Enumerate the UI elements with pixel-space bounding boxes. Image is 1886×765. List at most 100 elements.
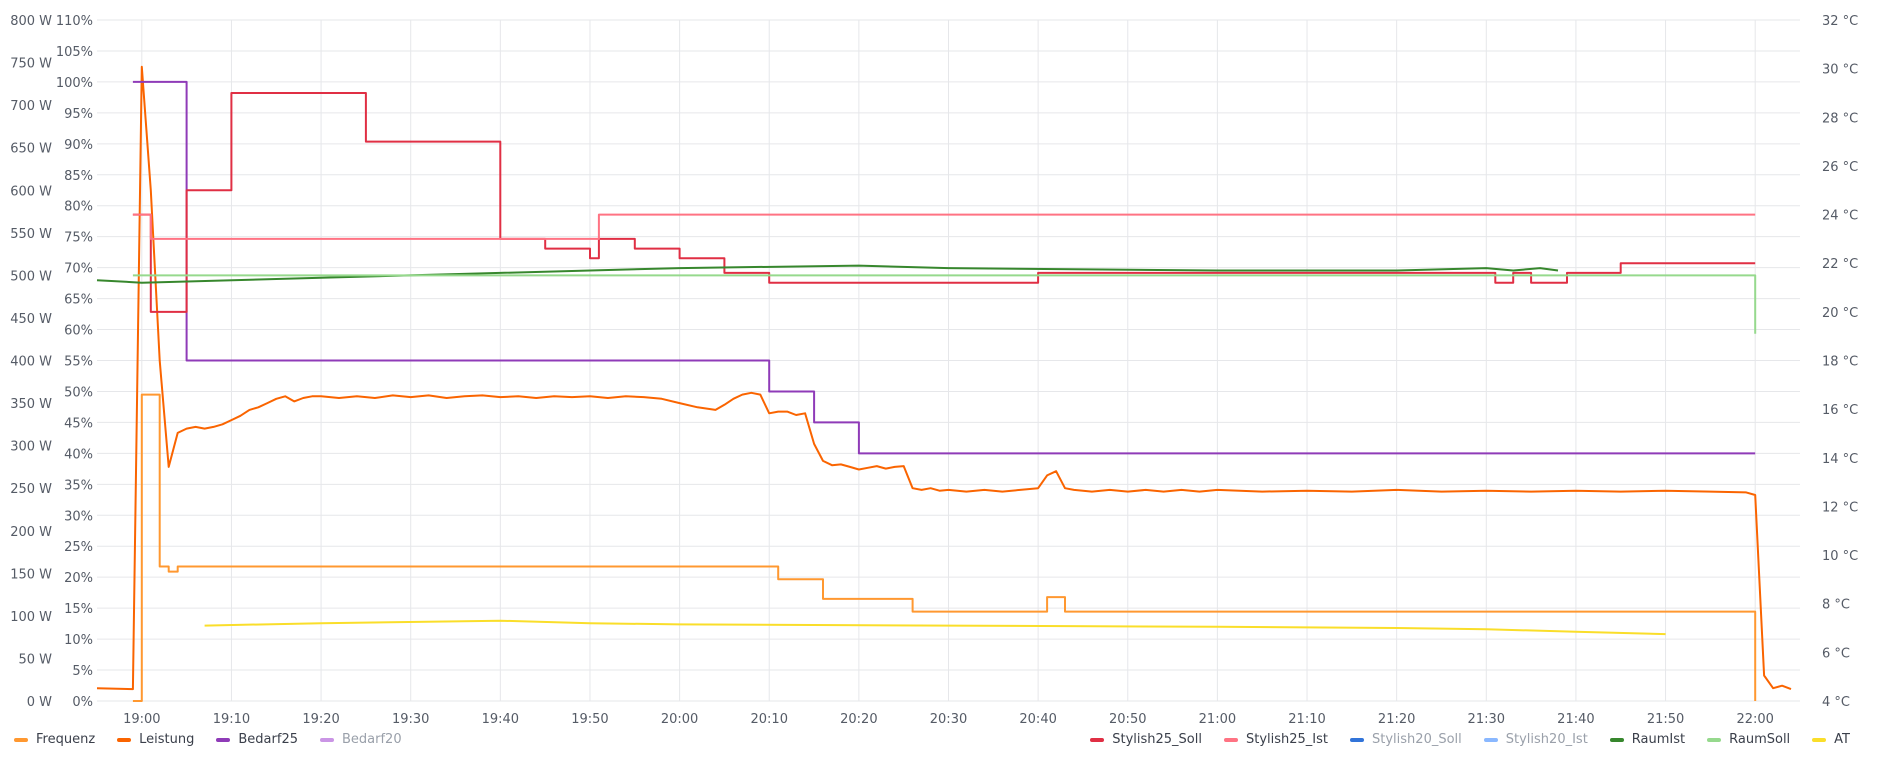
y-tick-label-percent: 25% — [64, 540, 93, 555]
x-tick-label: 22:00 — [1736, 712, 1773, 727]
y-tick-label-percent: 60% — [64, 324, 93, 339]
series-line-frequenz — [132, 393, 1757, 702]
series-line-stylish25-soll — [132, 92, 1756, 313]
y-tick-label-percent: 110% — [56, 14, 93, 29]
legend-item-bedarf25[interactable]: Bedarf25 — [216, 732, 298, 747]
chart: 0 W 50 W 100 W 150 W 200 W 250 W 300 W 350 W 400… — [10, 14, 1858, 727]
x-axis: 19:00 19:10 19:20 19:30 19:40 19:50 20:00 20:10… — [123, 712, 1774, 727]
x-tick-label: 19:00 — [123, 712, 160, 727]
legend-item-leistung[interactable]: Leistung — [117, 732, 194, 747]
legend-label: Bedarf20 — [342, 732, 402, 747]
y-tick-label-celsius: 28 °C — [1822, 111, 1858, 126]
legend-label: RaumSoll — [1729, 732, 1791, 747]
y-tick-label-celsius: 10 °C — [1822, 549, 1858, 564]
y-tick-label-percent: 45% — [64, 416, 93, 431]
y-tick-label-celsius: 24 °C — [1822, 209, 1858, 224]
y-tick-label-percent: 30% — [64, 509, 93, 524]
y-tick-label-percent: 75% — [64, 231, 93, 246]
legend-label: Leistung — [139, 732, 195, 747]
legend-label: Stylish20_Ist — [1505, 732, 1588, 747]
y-axis-percent: 0% 5% 10% 15% 20% 25% 30% 35% 40% 45% 50% 55% 60% 65%… — [56, 14, 93, 710]
x-tick-label: 19:20 — [302, 712, 339, 727]
y-tick-label-watts: 250 W — [10, 482, 52, 497]
y-tick-label-celsius: 32 °C — [1822, 14, 1858, 29]
x-tick-label: 21:50 — [1647, 712, 1684, 727]
legend-label: AT — [1834, 732, 1850, 747]
y-tick-label-watts: 0 W — [27, 695, 52, 710]
legend-item-raumist[interactable]: RaumIst — [1609, 732, 1685, 747]
y-tick-label-percent: 65% — [64, 293, 93, 308]
legend-swatch — [1707, 737, 1722, 742]
y-tick-label-celsius: 26 °C — [1822, 160, 1858, 175]
y-tick-label-celsius: 18 °C — [1822, 355, 1858, 370]
y-tick-label-watts: 150 W — [10, 567, 52, 582]
y-tick-label-celsius: 8 °C — [1822, 598, 1850, 613]
legend: Frequenz Leistung Bedarf25 Bedarf20 Stylish… — [0, 732, 1886, 756]
y-tick-label-watts: 650 W — [10, 142, 52, 157]
y-tick-label-watts: 400 W — [10, 355, 52, 370]
x-tick-label: 21:20 — [1378, 712, 1415, 727]
series-lines — [96, 65, 1792, 702]
legend-item-stylish25-soll[interactable]: Stylish25_Soll — [1090, 732, 1202, 747]
y-tick-label-watts: 550 W — [10, 227, 52, 242]
legend-left: Frequenz Leistung Bedarf25 Bedarf20 — [14, 732, 424, 747]
x-tick-label: 19:40 — [482, 712, 519, 727]
x-tick-label: 19:30 — [392, 712, 429, 727]
y-tick-label-celsius: 12 °C — [1822, 500, 1858, 515]
legend-swatch — [14, 737, 28, 742]
x-tick-label: 20:20 — [840, 712, 877, 727]
legend-item-stylish25-ist[interactable]: Stylish25_Ist — [1223, 732, 1329, 747]
legend-swatch — [320, 737, 334, 742]
legend-item-raumsoll[interactable]: RaumSoll — [1707, 732, 1790, 747]
legend-swatch — [1812, 737, 1827, 742]
y-tick-label-percent: 85% — [64, 169, 93, 184]
x-tick-label: 21:40 — [1557, 712, 1594, 727]
y-tick-label-watts: 300 W — [10, 440, 52, 455]
y-tick-label-watts: 450 W — [10, 312, 52, 327]
y-tick-label-watts: 500 W — [10, 269, 52, 284]
legend-label: Stylish20_Soll — [1372, 732, 1462, 747]
y-tick-label-percent: 80% — [64, 200, 93, 215]
y-tick-label-watts: 100 W — [10, 610, 52, 625]
y-tick-label-percent: 70% — [64, 262, 93, 277]
y-tick-label-percent: 15% — [64, 602, 93, 617]
series-line-raumist — [96, 264, 1559, 284]
y-tick-label-percent: 55% — [64, 355, 93, 370]
y-tick-label-percent: 105% — [56, 45, 93, 60]
legend-label: Stylish25_Ist — [1245, 732, 1329, 747]
y-tick-label-celsius: 6 °C — [1822, 646, 1850, 661]
series-line-raumsoll — [132, 274, 1757, 334]
legend-label: Stylish25_Soll — [1112, 732, 1202, 747]
legend-swatch — [1483, 737, 1498, 742]
x-tick-label: 20:40 — [1019, 712, 1056, 727]
legend-swatch — [1090, 737, 1105, 742]
x-tick-label: 21:30 — [1468, 712, 1505, 727]
y-tick-label-celsius: 4 °C — [1822, 695, 1850, 710]
series-line-at — [204, 619, 1666, 636]
legend-item-frequenz[interactable]: Frequenz — [14, 732, 95, 747]
x-tick-label: 21:10 — [1288, 712, 1325, 727]
x-tick-label: 20:30 — [930, 712, 967, 727]
legend-swatch — [1350, 737, 1365, 742]
legend-right: Stylish25_Soll Stylish25_Ist Stylish20_Sol… — [1090, 732, 1872, 747]
x-tick-label: 20:00 — [661, 712, 698, 727]
y-tick-label-celsius: 30 °C — [1822, 63, 1858, 78]
y-axis-watts: 0 W 50 W 100 W 150 W 200 W 250 W 300 W 350 W 400… — [10, 14, 52, 710]
y-tick-label-percent: 35% — [64, 478, 93, 493]
legend-label: Frequenz — [36, 732, 96, 747]
y-tick-label-watts: 800 W — [10, 14, 52, 29]
legend-item-stylish20-ist[interactable]: Stylish20_Ist — [1483, 732, 1588, 747]
legend-item-at[interactable]: AT — [1812, 732, 1850, 747]
y-tick-label-watts: 700 W — [10, 99, 52, 114]
y-tick-label-percent: 100% — [56, 76, 93, 91]
legend-item-bedarf20[interactable]: Bedarf20 — [320, 732, 402, 747]
x-tick-label: 20:10 — [751, 712, 788, 727]
y-tick-label-watts: 750 W — [10, 57, 52, 72]
legend-item-stylish20-soll[interactable]: Stylish20_Soll — [1350, 732, 1462, 747]
legend-swatch — [1609, 737, 1624, 742]
y-tick-label-percent: 0% — [72, 695, 93, 710]
legend-swatch — [117, 737, 132, 742]
legend-swatch — [216, 737, 231, 742]
y-tick-label-percent: 50% — [64, 385, 93, 400]
y-tick-label-percent: 40% — [64, 447, 93, 462]
